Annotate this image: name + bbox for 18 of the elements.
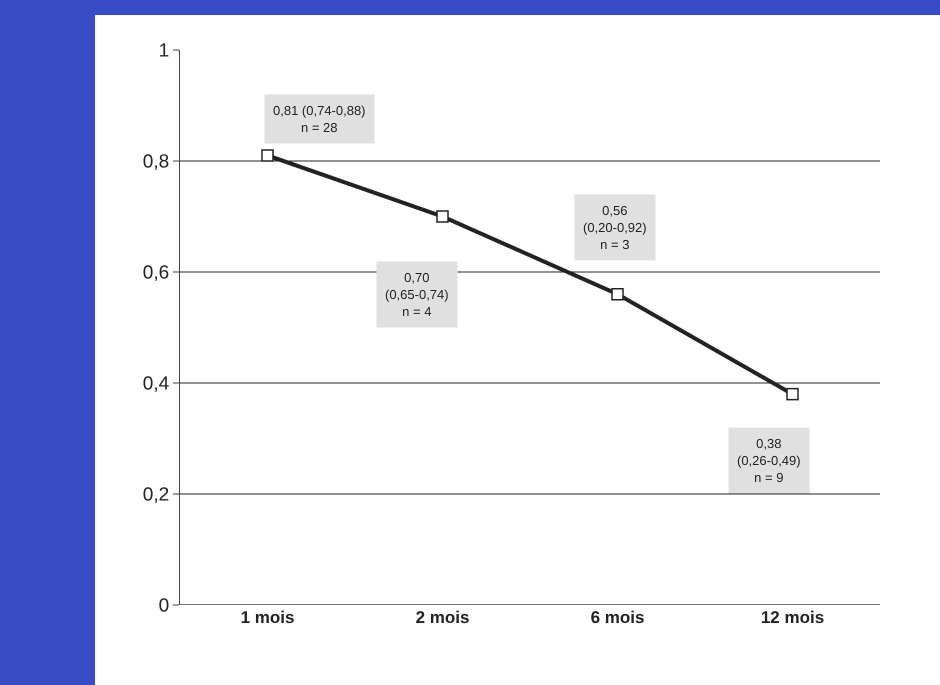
y-tick-label: 0,4 [142,374,170,395]
y-tick-label: 1 [158,40,170,62]
annotation: 0,56 (0,20-0,92) n = 3 [583,203,647,252]
y-tick-label: 0 [158,596,170,617]
point [611,288,624,300]
y-tick-label: 0,8 [142,152,170,173]
y-tick-label: 0,2 [142,484,170,506]
point [436,210,449,223]
point [261,149,274,162]
x-tick-label: 2 mois [416,608,470,627]
point [786,388,799,400]
x-tick-label: 6 mois [590,608,644,627]
annotation: 0,38 (0,26-0,49) n = 9 [737,436,801,485]
annotation: 0,81 (0,74-0,88) n = 28 [273,103,366,135]
y-tick-label: 0,6 [142,262,170,284]
annotation: 0,70 (0,65-0,74) n = 4 [385,270,449,319]
x-tick-label: 12 mois [760,608,824,627]
x-tick-label: 1 mois [240,608,294,627]
